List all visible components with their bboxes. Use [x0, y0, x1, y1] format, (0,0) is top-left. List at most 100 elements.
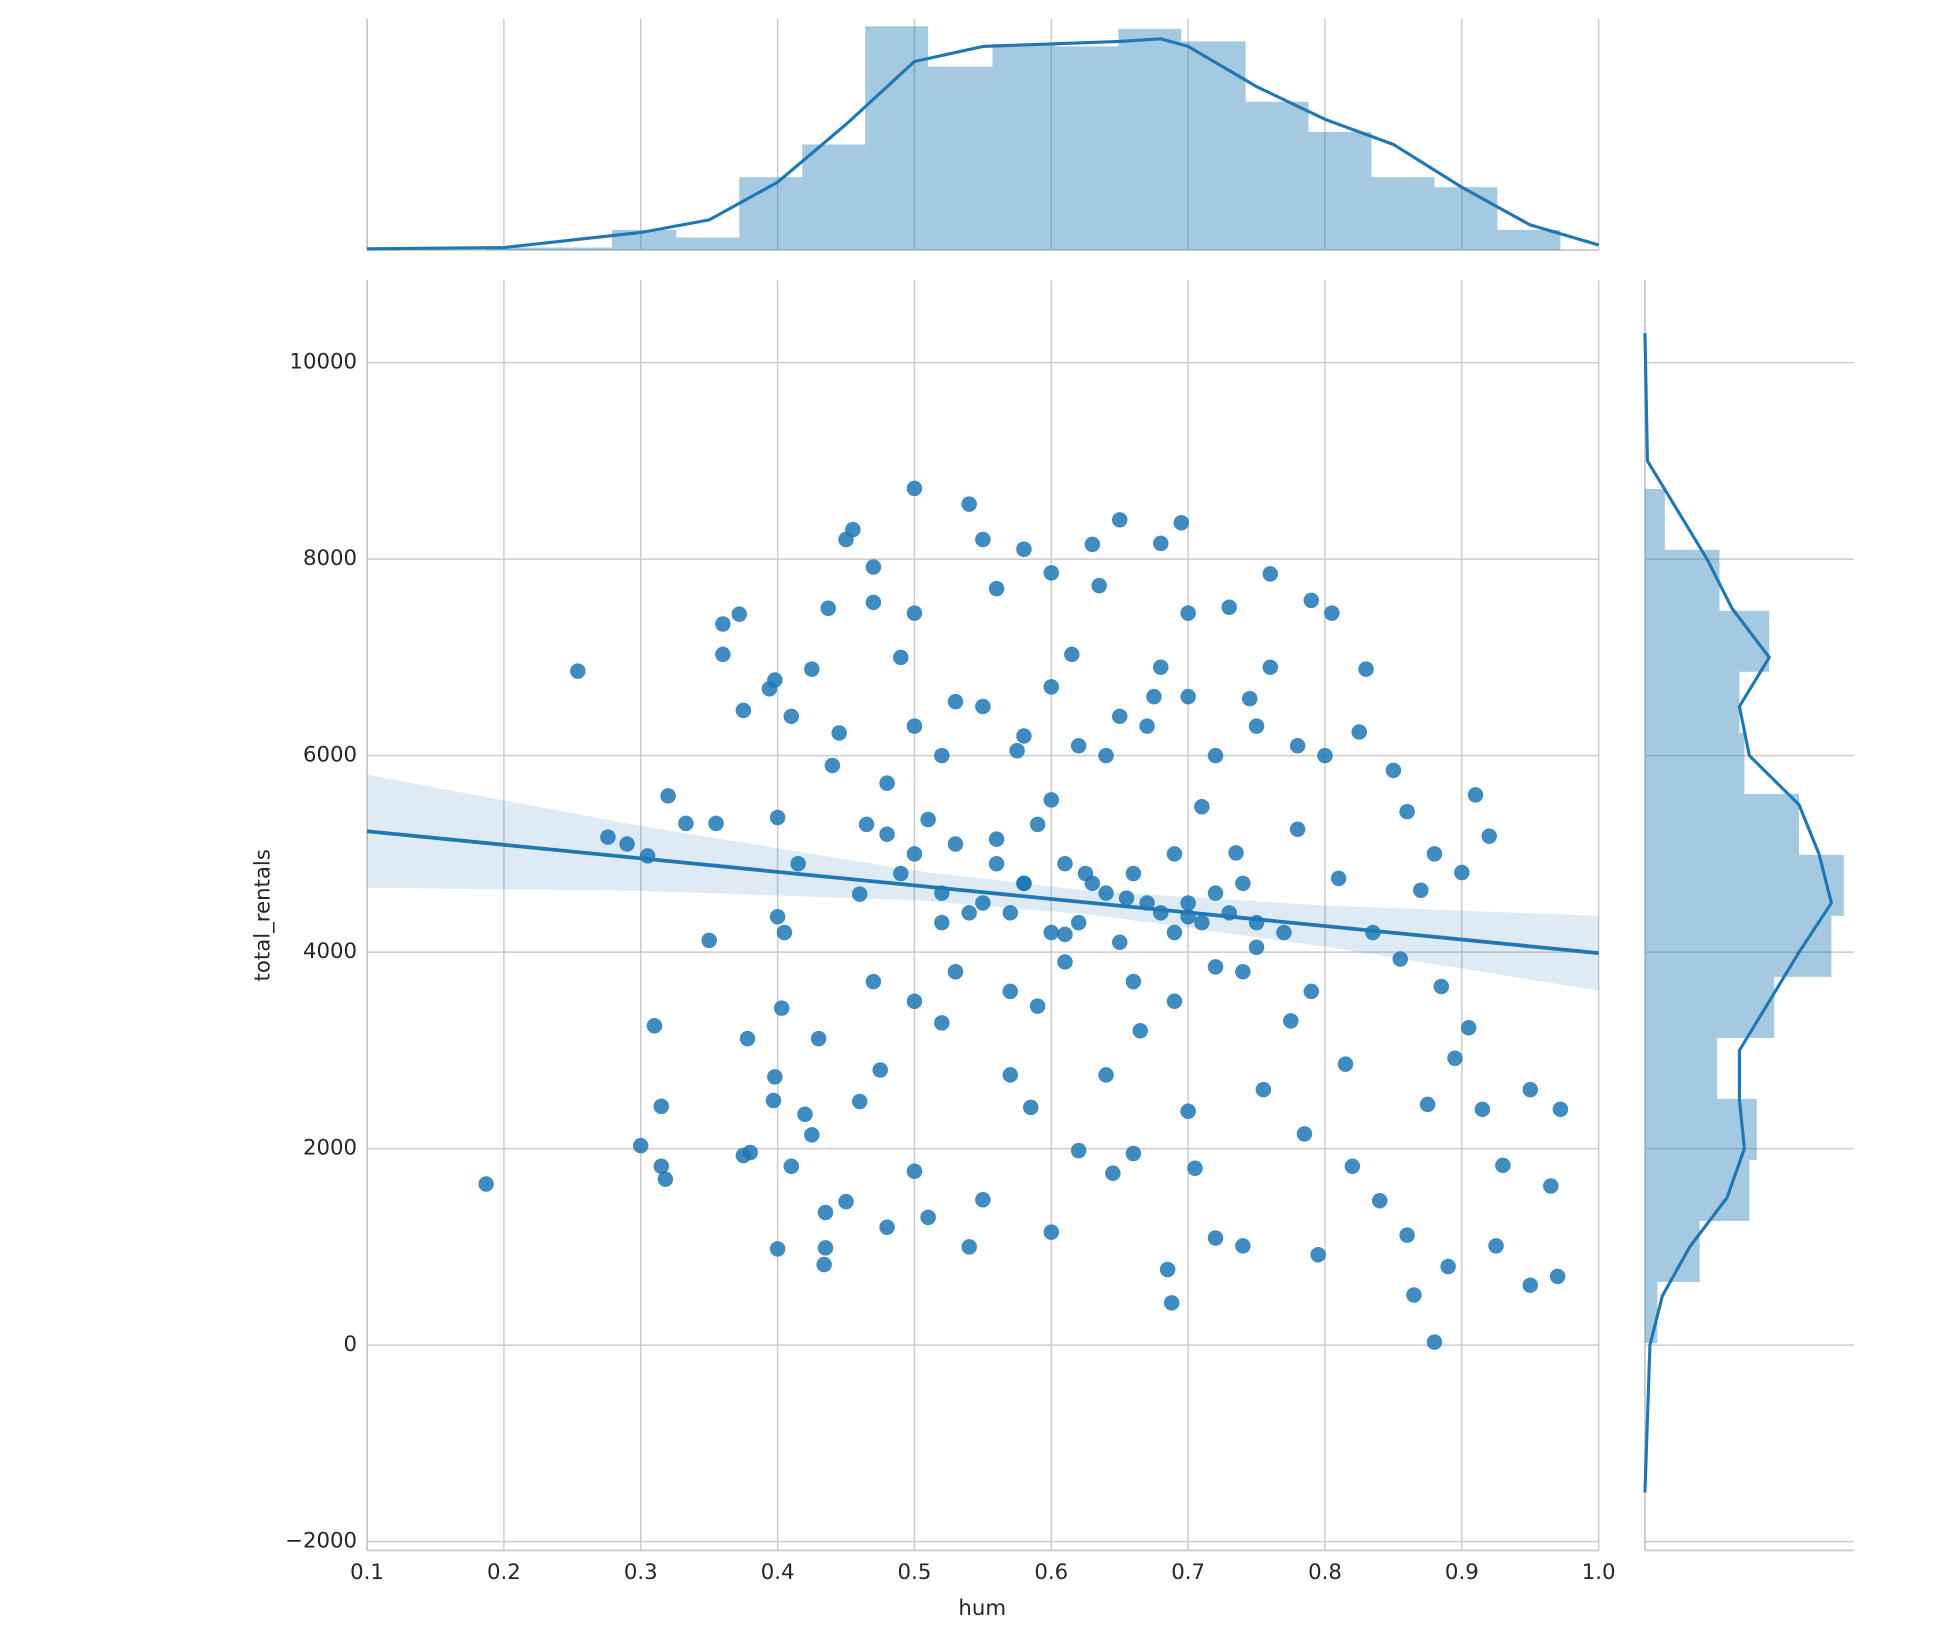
scatter-point	[1173, 515, 1190, 531]
histogram-bar	[1644, 671, 1740, 733]
histogram-bar	[1644, 793, 1800, 855]
scatter-point	[1330, 870, 1347, 887]
y-tick-label: 4000	[303, 939, 357, 964]
scatter-point	[767, 1069, 783, 1085]
scatter-point	[1289, 738, 1306, 754]
scatter-point	[653, 1158, 670, 1175]
scatter-point	[975, 698, 991, 715]
scatter-point	[765, 1092, 782, 1109]
scatter-point	[1235, 1238, 1251, 1254]
scatter-point	[1016, 875, 1032, 892]
scatter-point	[769, 1241, 786, 1257]
scatter-point	[653, 1098, 670, 1115]
scatter-point	[1426, 1334, 1443, 1350]
y-tick-label: 10000	[289, 350, 357, 375]
scatter-point	[1460, 1020, 1477, 1036]
scatter-point	[1413, 882, 1429, 898]
scatter-point	[920, 1209, 936, 1226]
scatter-point	[1522, 1081, 1539, 1098]
histogram-bar	[486, 247, 550, 251]
scatter-point	[735, 702, 752, 719]
scatter-point	[906, 1163, 923, 1179]
y-axis-label: total_rentals	[250, 849, 275, 981]
scatter-point	[879, 1219, 895, 1235]
scatter-point	[1303, 983, 1320, 1000]
scatter-point	[1166, 993, 1183, 1010]
scatter-point	[1488, 1238, 1504, 1254]
scatter-point	[947, 964, 964, 980]
scatter-point	[783, 708, 800, 725]
scatter-point	[1029, 816, 1046, 833]
scatter-point	[1351, 724, 1367, 740]
scatter-point	[858, 816, 875, 833]
scatter-point	[678, 815, 694, 832]
scatter-point	[1002, 1067, 1018, 1083]
scatter-point	[1419, 1096, 1436, 1113]
scatter-point	[1248, 718, 1265, 734]
histogram-bar	[1644, 610, 1770, 672]
scatter-point	[1070, 914, 1087, 931]
scatter-point	[1153, 535, 1169, 552]
histogram-bar	[1245, 101, 1309, 251]
scatter-point	[1337, 1056, 1354, 1072]
x-tick-label: 0.4	[761, 1560, 795, 1585]
scatter-point	[1009, 742, 1025, 759]
scatter-point	[865, 973, 882, 990]
scatter-point	[1433, 978, 1450, 995]
x-axis-label: hum	[958, 1596, 1006, 1621]
scatter-point	[1426, 846, 1443, 862]
scatter-point	[1248, 939, 1265, 955]
scatter-point	[1207, 747, 1224, 764]
kde-curve	[1643, 333, 1834, 1493]
scatter-point	[804, 1127, 820, 1143]
scatter-point	[1385, 762, 1402, 779]
scatter-point	[1098, 747, 1114, 764]
scatter-point	[715, 646, 731, 663]
scatter-point	[879, 826, 895, 842]
scatter-point	[838, 531, 854, 548]
scatter-point	[1043, 565, 1060, 581]
x-tick-label: 0.3	[624, 1560, 658, 1585]
scatter-point	[934, 747, 950, 764]
scatter-point	[1207, 959, 1224, 975]
scatter-point	[1098, 885, 1114, 901]
scatter-point	[1406, 1287, 1422, 1303]
scatter-point	[1180, 688, 1196, 705]
scatter-point	[1543, 1178, 1559, 1194]
scatter-point	[1146, 688, 1162, 705]
scatter-point	[1139, 718, 1155, 734]
scatter-point	[1303, 592, 1320, 609]
scatter-point	[1043, 792, 1060, 808]
scatter-point	[1221, 599, 1237, 616]
histogram-bar	[1055, 46, 1119, 251]
scatter-point	[646, 1018, 663, 1034]
scatter-point	[790, 855, 806, 872]
scatter-point	[865, 594, 882, 611]
scatter-point	[1481, 828, 1497, 844]
scatter-point	[1194, 914, 1210, 931]
y-tick-label: 6000	[303, 743, 357, 768]
scatter-point	[1549, 1268, 1566, 1285]
scatter-point	[1180, 605, 1196, 621]
scatter-point	[961, 905, 977, 921]
scatter-point	[1235, 875, 1251, 892]
scatter-point	[769, 909, 786, 925]
scatter-point	[1111, 512, 1128, 528]
scatter-point	[797, 1106, 813, 1122]
scatter-point	[1043, 1224, 1060, 1240]
scatter-point	[769, 809, 786, 826]
scatter-point	[783, 1158, 800, 1175]
scatter-point	[1084, 875, 1101, 892]
histogram-bar	[1434, 187, 1498, 251]
scatter-point	[570, 663, 586, 679]
scatter-point	[660, 788, 676, 804]
scatter-point	[1064, 646, 1080, 663]
histogram-bar	[992, 43, 1056, 251]
scatter-point	[742, 1144, 758, 1161]
scatter-point	[1187, 1160, 1203, 1177]
scatter-point	[1276, 924, 1292, 941]
scatter-point	[633, 1137, 649, 1154]
scatter-point	[920, 811, 936, 828]
histogram-bar	[928, 66, 993, 251]
